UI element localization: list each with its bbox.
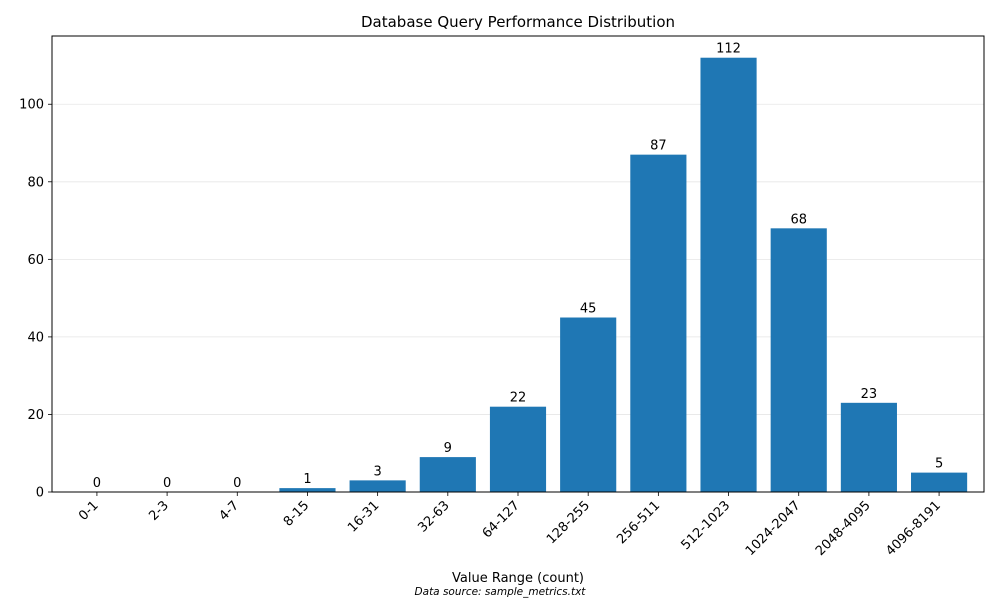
y-axis-ticks: 0 20 40 60 80 100 bbox=[19, 98, 52, 501]
x-tick-label: 4096-8191 bbox=[883, 498, 944, 559]
bar-16-31 bbox=[349, 480, 406, 492]
y-tick-label: 40 bbox=[27, 330, 44, 345]
bar-32-63 bbox=[419, 457, 476, 492]
x-tick-label: 16-31 bbox=[345, 498, 382, 535]
x-axis-label: Value Range (count) bbox=[452, 571, 584, 586]
x-tick-label: 8-15 bbox=[281, 498, 312, 529]
bar-512-1023 bbox=[700, 57, 757, 492]
bar-1024-2047 bbox=[770, 228, 827, 492]
bar-value-label: 112 bbox=[716, 42, 741, 57]
bar-value-label: 0 bbox=[233, 476, 241, 491]
bar-value-label: 87 bbox=[650, 139, 667, 154]
bar-value-label: 3 bbox=[373, 464, 381, 479]
x-tick-label: 128-255 bbox=[544, 498, 593, 547]
x-tick-label: 32-63 bbox=[415, 498, 452, 535]
bar-value-label: 0 bbox=[163, 476, 171, 491]
bar-256-511 bbox=[630, 154, 687, 492]
bar-value-label: 45 bbox=[580, 302, 597, 317]
x-tick-label: 0-1 bbox=[76, 498, 102, 524]
x-tick-label: 4-7 bbox=[216, 498, 242, 524]
x-tick-label: 2-3 bbox=[146, 498, 172, 524]
bars bbox=[279, 57, 968, 492]
gridlines bbox=[52, 103, 984, 415]
bar-value-label: 68 bbox=[790, 212, 807, 227]
bar-value-label: 0 bbox=[93, 476, 101, 491]
bar-64-127 bbox=[489, 406, 547, 492]
y-tick-label: 20 bbox=[27, 408, 44, 423]
y-tick-label: 0 bbox=[36, 486, 44, 501]
bar-data-labels: 0 0 0 1 3 9 22 45 87 112 68 23 5 bbox=[93, 42, 943, 491]
bar-8-15 bbox=[279, 488, 336, 492]
y-tick-label: 100 bbox=[19, 98, 44, 113]
bar-value-label: 9 bbox=[444, 441, 452, 456]
x-tick-label: 2048-4095 bbox=[813, 498, 874, 559]
x-tick-label: 256-511 bbox=[614, 498, 663, 547]
y-tick-label: 60 bbox=[27, 253, 44, 268]
x-tick-label: 512-1023 bbox=[679, 498, 734, 553]
bar-4096-8191 bbox=[911, 472, 968, 492]
bar-value-label: 22 bbox=[510, 391, 527, 406]
data-source-note: Data source: sample_metrics.txt bbox=[415, 586, 587, 598]
y-tick-label: 80 bbox=[27, 175, 44, 190]
x-tick-label: 1024-2047 bbox=[743, 498, 804, 559]
bar-value-label: 1 bbox=[303, 472, 311, 487]
chart-title: Database Query Performance Distribution bbox=[361, 13, 675, 31]
bar-value-label: 5 bbox=[935, 457, 943, 472]
x-axis-ticks: 0-1 2-3 4-7 8-15 16-31 32-63 64-127 128-255 256-… bbox=[76, 492, 944, 559]
bar-128-255 bbox=[560, 317, 617, 492]
bar-2048-4095 bbox=[840, 402, 897, 492]
x-tick-label: 64-127 bbox=[480, 498, 523, 541]
bar-value-label: 23 bbox=[861, 387, 878, 402]
